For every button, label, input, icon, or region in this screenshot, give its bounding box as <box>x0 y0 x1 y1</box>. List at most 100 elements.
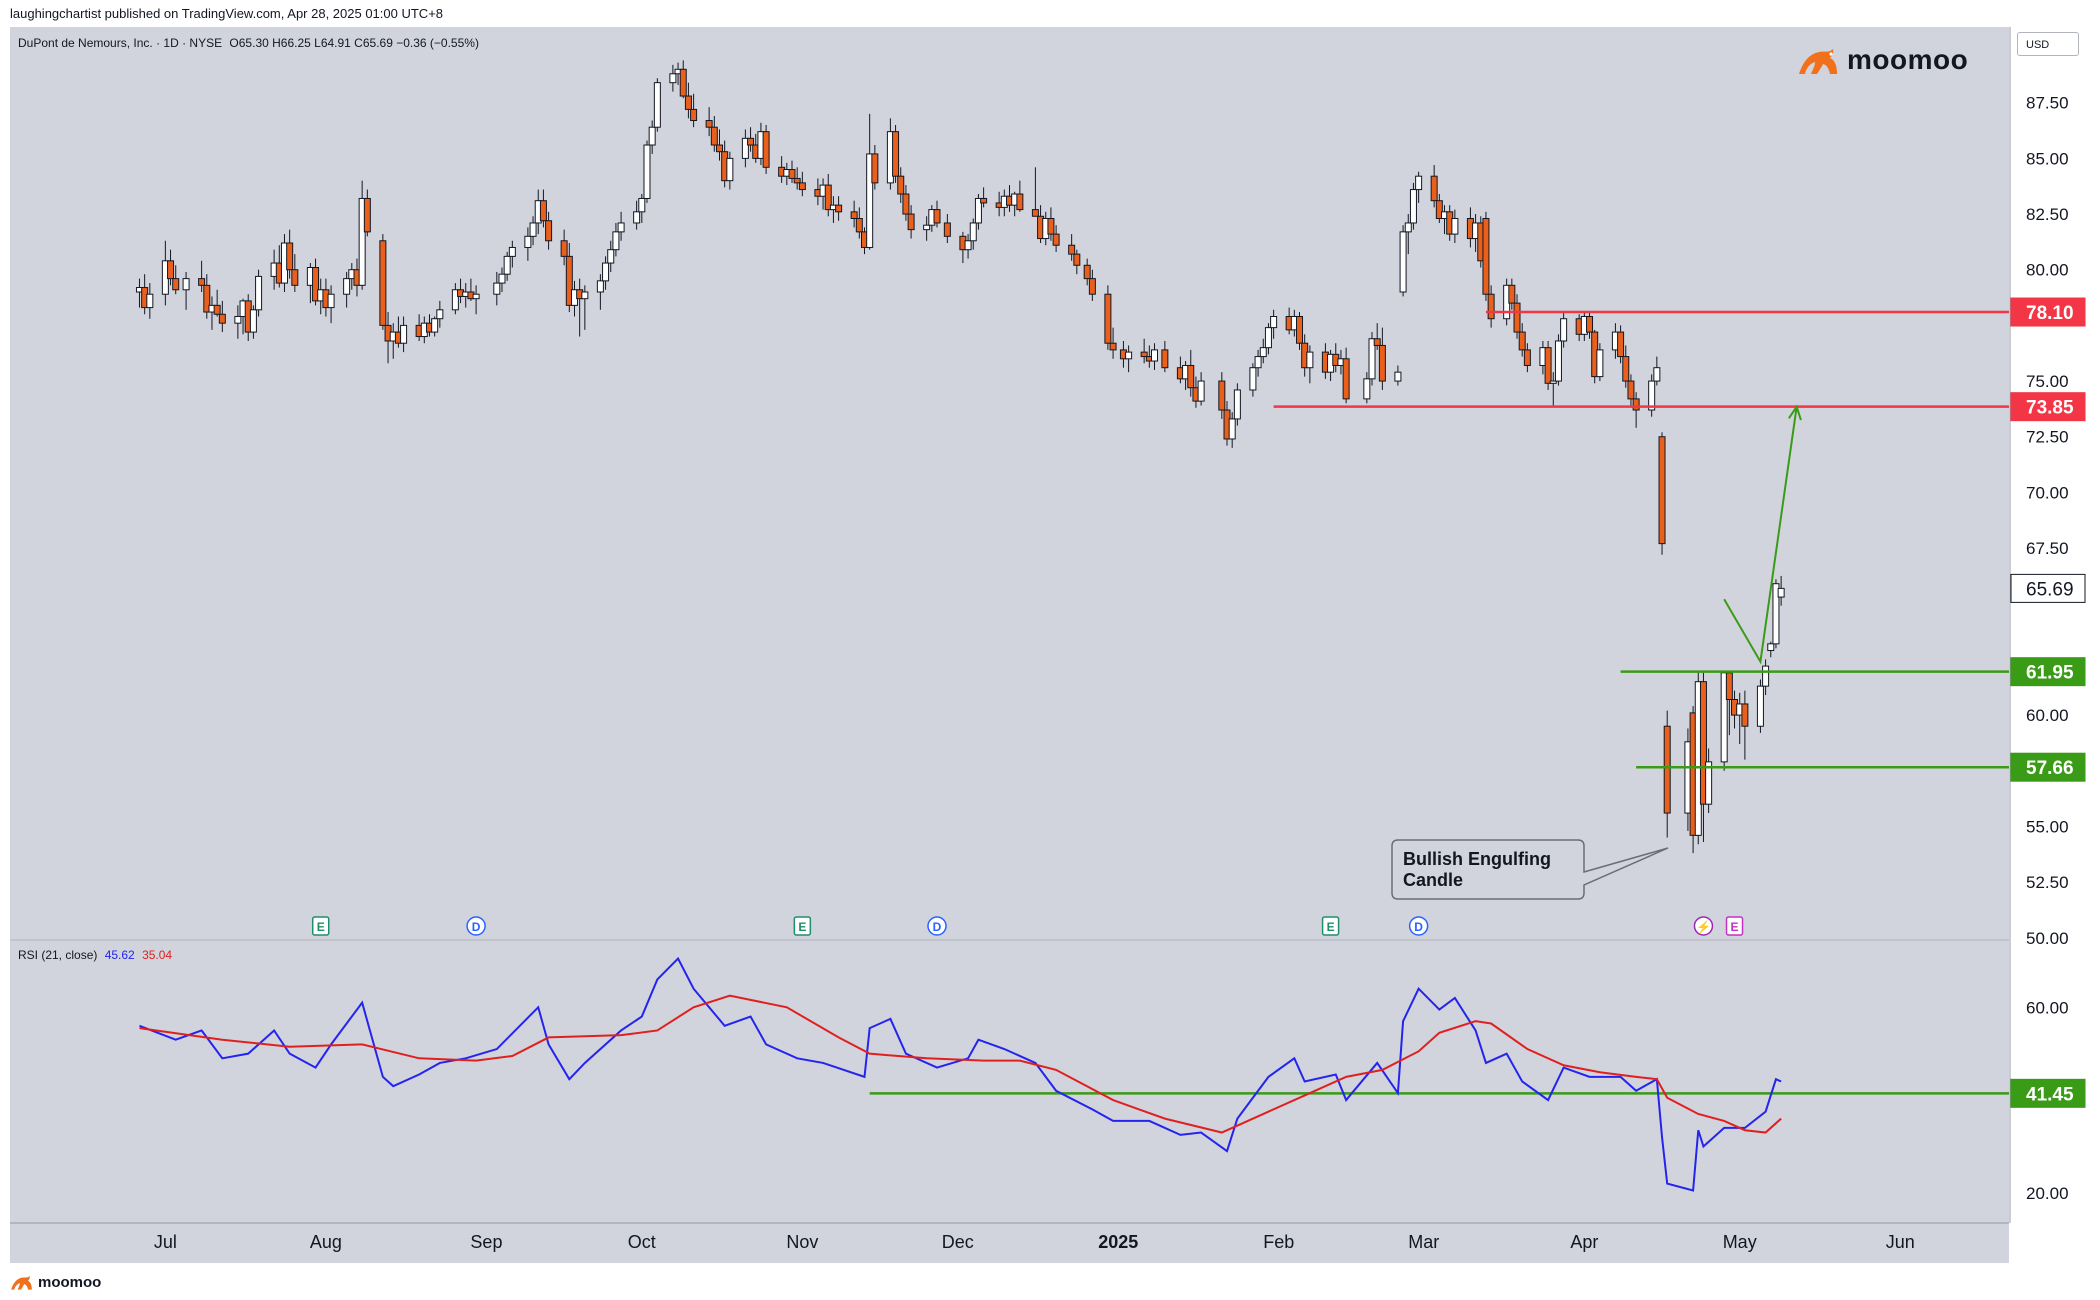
candle-body <box>451 289 459 311</box>
dividend-marker-label: D <box>472 920 481 934</box>
time-axis-label: Aug <box>310 1232 342 1252</box>
symbol-legend[interactable]: DuPont de Nemours, Inc. · 1D · NYSE O65.… <box>18 36 479 50</box>
dividend-marker-label: D <box>1414 920 1423 934</box>
candle-body <box>1415 175 1423 191</box>
symbol-name: DuPont de Nemours, Inc. · 1D · NYSE <box>18 36 223 50</box>
candle-body <box>1088 278 1096 295</box>
candle-body <box>638 197 646 213</box>
rsi-tick-label: 20.00 <box>2026 1184 2069 1203</box>
candle-body <box>1632 398 1640 411</box>
candle-body <box>172 278 180 291</box>
time-axis-label: Jun <box>1886 1232 1915 1252</box>
price-label: 73.85 <box>2026 398 2074 419</box>
candle-body <box>1068 244 1076 255</box>
candle-body <box>1762 665 1770 687</box>
candle-body <box>1756 685 1764 727</box>
callout-bubble <box>1391 839 1669 900</box>
candle-body <box>643 144 651 199</box>
candle-body <box>1394 371 1402 382</box>
candle-body <box>539 200 547 222</box>
candle-body <box>1083 264 1091 280</box>
candle-body <box>182 278 190 291</box>
time-axis-label: Sep <box>470 1232 502 1252</box>
candle-body <box>824 184 832 211</box>
currency-selector[interactable]: USD <box>2017 32 2079 56</box>
price-tick-label: 72.50 <box>2026 428 2069 447</box>
projection-arrow <box>1723 404 1802 665</box>
candle-body <box>312 266 320 302</box>
candle-body <box>1270 315 1278 329</box>
earnings-marker-label: E <box>317 920 325 934</box>
candle-body <box>379 240 387 326</box>
annotation-callout[interactable]: Bullish Engulfing Candle <box>1391 839 1669 900</box>
price-tick-label: 82.50 <box>2026 205 2069 224</box>
candle-body <box>612 231 620 251</box>
price-tick-label: 52.50 <box>2026 873 2069 892</box>
time-axis-label: Jul <box>154 1232 177 1252</box>
candle-body <box>167 260 175 280</box>
candle-body <box>679 68 687 97</box>
candle-body <box>436 309 444 320</box>
candle-body <box>1047 218 1055 235</box>
price-tick-label: 70.00 <box>2026 483 2069 502</box>
candle-body <box>602 262 610 282</box>
candle-body <box>203 284 211 313</box>
candle-body <box>1052 233 1060 246</box>
candle-body <box>653 82 661 128</box>
rsi-line <box>139 956 1782 1192</box>
candle-body <box>969 222 977 242</box>
price-tick-label: 55.00 <box>2026 817 2069 836</box>
candle-body <box>980 197 988 204</box>
published-line: laughingchartist published on TradingVie… <box>10 6 444 21</box>
time-axis-label: 2025 <box>1098 1232 1138 1252</box>
candle-body <box>850 211 858 220</box>
candle-body <box>902 193 910 215</box>
candle-body <box>1518 331 1526 351</box>
rsi-label: RSI (21, close) <box>18 948 98 962</box>
candle-body <box>1544 347 1552 384</box>
candle-body <box>1140 351 1148 358</box>
candle-body <box>648 126 656 146</box>
candle-body <box>923 224 931 231</box>
candle-body <box>871 153 879 184</box>
candle-body <box>198 278 206 286</box>
rsi-ma-value: 35.04 <box>142 948 173 962</box>
candle-body <box>1233 389 1241 420</box>
candle-body <box>255 275 263 311</box>
candle-body <box>1430 175 1438 202</box>
candle-body <box>213 304 221 315</box>
candle-body <box>1109 342 1117 351</box>
candle-body <box>726 157 734 182</box>
candle-body <box>747 137 755 146</box>
candle-body <box>690 108 698 122</box>
candle-body <box>1451 218 1459 235</box>
candle-body <box>1161 349 1169 369</box>
candle-body <box>1296 315 1304 344</box>
candle-body <box>1487 293 1495 320</box>
candle-body <box>1482 218 1490 295</box>
candle-body <box>762 131 770 168</box>
candle-body <box>1767 643 1775 652</box>
candle-body <box>1363 378 1371 400</box>
candle-body <box>617 222 625 233</box>
price-axis[interactable] <box>2010 27 2100 1223</box>
candle-body <box>669 73 677 84</box>
ohlc-values: O65.30 H66.25 L64.91 C65.69 −0.36 (−0.55… <box>229 36 479 50</box>
candle-body <box>1523 349 1531 366</box>
time-axis[interactable] <box>10 1223 2009 1263</box>
candle-body <box>529 222 537 237</box>
earnings-marker-label: E <box>1731 920 1739 934</box>
candle-body <box>1125 351 1133 360</box>
candle-body <box>974 197 982 224</box>
candle-body <box>1741 703 1749 727</box>
rsi-pane[interactable] <box>10 940 2009 1223</box>
price-label-bg <box>2010 297 2086 327</box>
candle-body <box>596 280 604 293</box>
price-labels: 78.10 73.85 65.69 61.95 57.66 41.45 <box>2010 297 2086 1108</box>
candle-body <box>1197 380 1205 402</box>
rsi-legend[interactable]: RSI (21, close) 45.62 35.04 <box>18 948 172 962</box>
price-pane[interactable] <box>10 27 2009 940</box>
time-axis-label: Oct <box>628 1232 656 1252</box>
candle-body <box>1409 189 1417 224</box>
event-markers: E D E D E D ⚡ E <box>311 916 1744 936</box>
